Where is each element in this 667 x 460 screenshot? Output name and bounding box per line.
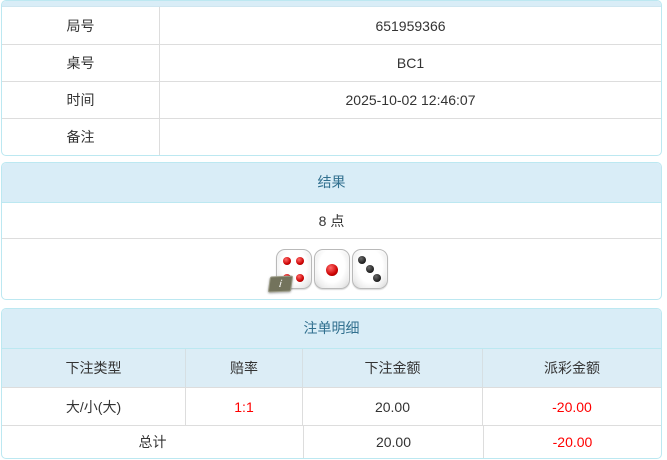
info-row-remark: 备注 [2,118,661,155]
result-points: 8 点 [2,203,661,239]
remark-label: 备注 [2,119,160,155]
table-number-label: 桌号 [2,45,160,81]
info-row-time: 时间 2025-10-02 12:46:07 [2,81,661,118]
time-value: 2025-10-02 12:46:07 [345,92,476,108]
round-number-value: 651959366 [375,17,446,34]
table-number-value: BC1 [396,55,425,71]
result-panel: 结果 8 点 i [1,162,662,300]
column-header-bet-type: 下注类型 [65,360,122,376]
bet-table-total-row: 总计 20.00 -20.00 [2,425,661,458]
dice-group: i [267,249,389,293]
bet-details-panel: 注单明细 下注类型 赔率 下注金额 派彩金额 大/小(大) 1:1 20.00 … [1,308,662,459]
total-payout-amount: -20.00 [483,426,661,458]
game-info-panel-header [2,1,661,7]
total-label: 总计 [138,434,167,450]
info-icon[interactable]: i [267,275,293,293]
die-first [275,249,312,289]
column-header-odds: 赔率 [185,349,302,387]
column-header-bet-amount: 下注金额 [302,349,482,387]
info-row-table: 桌号 BC1 [2,44,661,81]
odds-value: 1:1 [185,388,302,425]
bet-table-row: 大/小(大) 1:1 20.00 -20.00 [2,387,661,425]
game-info-panel: 局号 651959366 桌号 BC1 时间 2025-10-02 12:46:… [1,0,662,156]
bet-table-header-row: 下注类型 赔率 下注金额 派彩金额 [2,349,661,387]
die-second [313,249,350,289]
bet-details-panel-title: 注单明细 [2,309,661,349]
info-row-round: 局号 651959366 [2,7,661,44]
die-third [351,249,388,289]
result-panel-title: 结果 [2,163,661,203]
time-label: 时间 [2,82,160,118]
column-header-payout-amount: 派彩金额 [482,349,661,387]
round-number-label: 局号 [2,7,160,44]
payout-amount-value: -20.00 [482,388,661,425]
bet-amount-value: 20.00 [302,388,482,425]
bet-type-value: 大/小(大) [65,398,122,415]
total-bet-amount: 20.00 [303,426,483,458]
dice-row: i [2,239,661,299]
